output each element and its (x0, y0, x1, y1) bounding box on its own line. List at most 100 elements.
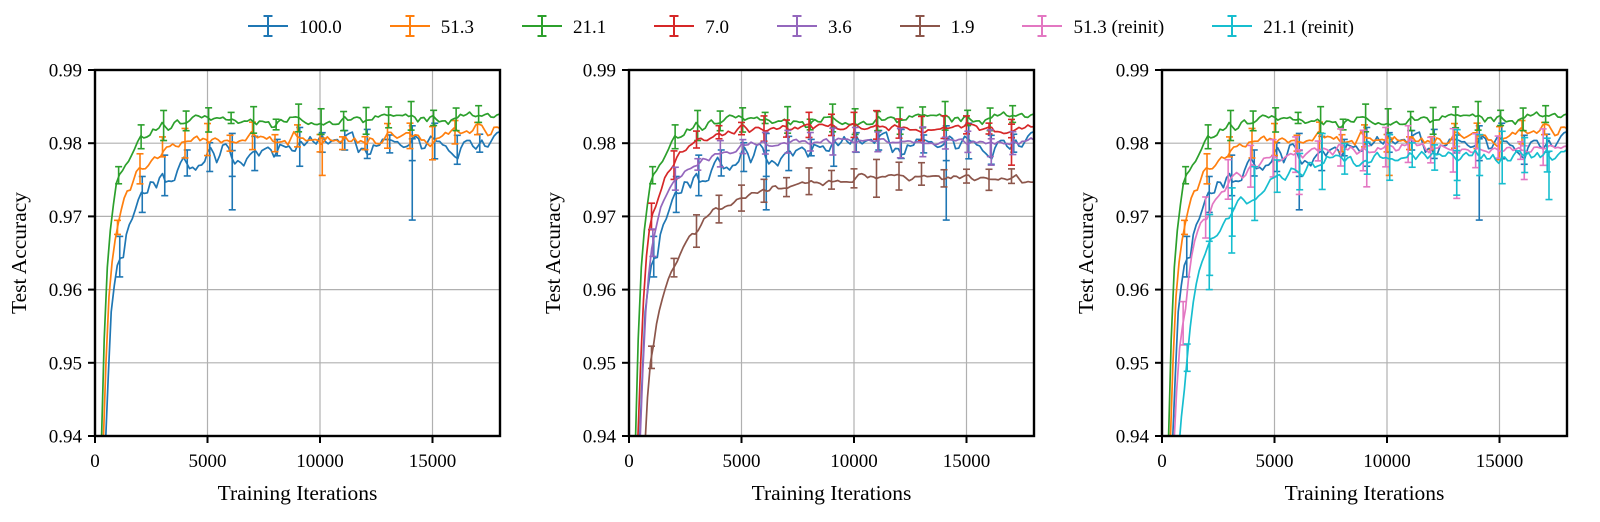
errorbar-marker-icon (899, 14, 940, 37)
x-axis-label: Training Iterations (218, 481, 378, 505)
legend-item-51-3-reinit: 51.3 (reinit) (1020, 13, 1164, 44)
chart-svg-1: 0 5000 10000 15000 0.94 0.95 0.96 0.97 0.98 0.99 T… (7, 61, 502, 505)
legend-label: 3.6 (827, 17, 852, 38)
tick-marks (621, 69, 967, 443)
x-axis-label: Training Iterations (751, 481, 911, 505)
x-tick-label: 5000 (722, 451, 760, 472)
tick-marks (88, 69, 434, 443)
y-tick-label: 0.99 (582, 61, 615, 82)
y-tick-label: 0.99 (49, 61, 82, 82)
y-tick-label: 0.95 (582, 353, 615, 374)
series-errorbars-100-0 (116, 122, 484, 278)
series-errorbars-3-6 (648, 126, 1016, 258)
series-errorbars-7-0 (647, 109, 1015, 231)
series-line-100-0 (104, 130, 500, 436)
series-line-1-9 (644, 172, 1034, 436)
errorbar-marker-icon (776, 14, 817, 37)
y-tick-label: 0.97 (582, 207, 615, 228)
y-tick-label: 0.95 (1116, 353, 1149, 374)
series-line-51-3-reinit- (1173, 138, 1567, 436)
legend-label: 7.0 (705, 17, 729, 38)
legend-label: 100.0 (298, 17, 342, 38)
legend-label: 1.9 (950, 17, 975, 38)
series-errorbars-51-3-reinit- (1179, 124, 1547, 346)
y-tick-label: 0.94 (49, 427, 83, 448)
tick-marks (1155, 69, 1501, 443)
plot-area (634, 100, 1034, 436)
x-axis-label: Training Iterations (1285, 481, 1445, 505)
errorbar-marker-icon (1212, 14, 1253, 37)
y-tick-label: 0.97 (49, 207, 82, 228)
y-tick-label: 0.98 (49, 134, 82, 155)
y-tick-label: 0.96 (1116, 280, 1149, 301)
x-tick-label: 15000 (1476, 451, 1524, 472)
x-tick-label: 10000 (1363, 451, 1411, 472)
legend-item-100-0: 100.0 (246, 13, 342, 44)
chart-panels-row: 0 5000 10000 15000 0.94 0.95 0.96 0.97 0.98 0.99 T… (0, 56, 1600, 522)
x-tick-label: 0 (624, 451, 634, 472)
y-tick-label: 0.99 (1116, 61, 1149, 82)
legend-label: 51.3 (reinit) (1073, 17, 1165, 38)
y-tick-label: 0.95 (49, 353, 82, 374)
errorbar-marker-icon (1210, 13, 1254, 44)
series-line-51-3 (1169, 123, 1567, 436)
errorbar-marker-icon (654, 14, 695, 37)
chart-svg-2: 0 5000 10000 15000 0.94 0.95 0.96 0.97 0.98 0.99 T… (541, 61, 1035, 505)
errorbar-marker-icon (388, 13, 432, 44)
chart-svg-3: 0 5000 10000 15000 0.94 0.95 0.96 0.97 0.98 0.99 T… (1074, 61, 1569, 505)
y-tick-label: 0.94 (582, 427, 616, 448)
errorbar-marker-icon (521, 14, 562, 37)
series-errorbars-1-9 (647, 158, 1015, 370)
y-tick-label: 0.98 (582, 134, 615, 155)
errorbar-marker-icon (246, 13, 290, 44)
y-axis-label: Test Accuracy (7, 192, 31, 314)
series-errorbars-100-0 (649, 122, 1017, 278)
axes-spines (1160, 68, 1569, 438)
x-tick-label: 5000 (1256, 451, 1294, 472)
errorbar-marker-icon (520, 13, 564, 44)
legend-item-3-6: 3.6 (775, 13, 852, 44)
series-line-7-0 (636, 121, 1034, 436)
x-tick-label: 0 (90, 451, 100, 472)
series-errorbars-51-3 (1181, 119, 1548, 236)
chart-panel-3: 0 5000 10000 15000 0.94 0.95 0.96 0.97 0.98 0.99 T… (1067, 56, 1600, 522)
axes-spines (93, 68, 502, 438)
y-tick-label: 0.94 (1116, 427, 1150, 448)
y-tick-label: 0.96 (582, 280, 615, 301)
errorbar-marker-icon (652, 13, 696, 44)
legend: 100.0 51.3 21.1 7.0 3.6 1.9 51.3 (reinit… (0, 0, 1600, 56)
x-tick-label: 10000 (830, 451, 878, 472)
y-tick-label: 0.96 (49, 280, 82, 301)
errorbar-marker-icon (898, 13, 942, 44)
errorbar-marker-icon (389, 14, 430, 37)
plot-area (100, 100, 500, 436)
y-tick-label: 0.97 (1116, 207, 1149, 228)
plot-area (1167, 100, 1567, 436)
y-axis-label: Test Accuracy (1074, 192, 1098, 314)
axes-spines (627, 68, 1035, 438)
errorbar-marker-icon (247, 14, 288, 37)
chart-panel-1: 0 5000 10000 15000 0.94 0.95 0.96 0.97 0.98 0.99 T… (0, 56, 533, 522)
legend-item-1-9: 1.9 (898, 13, 975, 44)
series-errorbars-21-1 (648, 100, 1016, 185)
x-tick-label: 10000 (296, 451, 344, 472)
errorbar-marker-icon (775, 13, 819, 44)
legend-item-21-1-reinit: 21.1 (reinit) (1210, 13, 1354, 44)
x-tick-label: 15000 (409, 451, 457, 472)
x-tick-label: 5000 (189, 451, 227, 472)
legend-item-21-1: 21.1 (520, 13, 606, 44)
legend-label: 21.1 (572, 17, 607, 38)
legend-label: 21.1 (reinit) (1263, 17, 1355, 38)
y-tick-label: 0.98 (1116, 134, 1149, 155)
series-errorbars-21-1 (115, 100, 483, 185)
chart-panel-2: 0 5000 10000 15000 0.94 0.95 0.96 0.97 0.98 0.99 T… (534, 56, 1067, 522)
series-errorbars-21-1-reinit- (1183, 128, 1553, 373)
legend-item-7-0: 7.0 (652, 13, 729, 44)
series-errorbars-51-3 (114, 119, 481, 236)
errorbar-marker-icon (1022, 14, 1063, 37)
legend-label: 51.3 (440, 17, 474, 38)
errorbar-marker-icon (1020, 13, 1064, 44)
x-tick-label: 15000 (942, 451, 990, 472)
x-tick-label: 0 (1157, 451, 1167, 472)
